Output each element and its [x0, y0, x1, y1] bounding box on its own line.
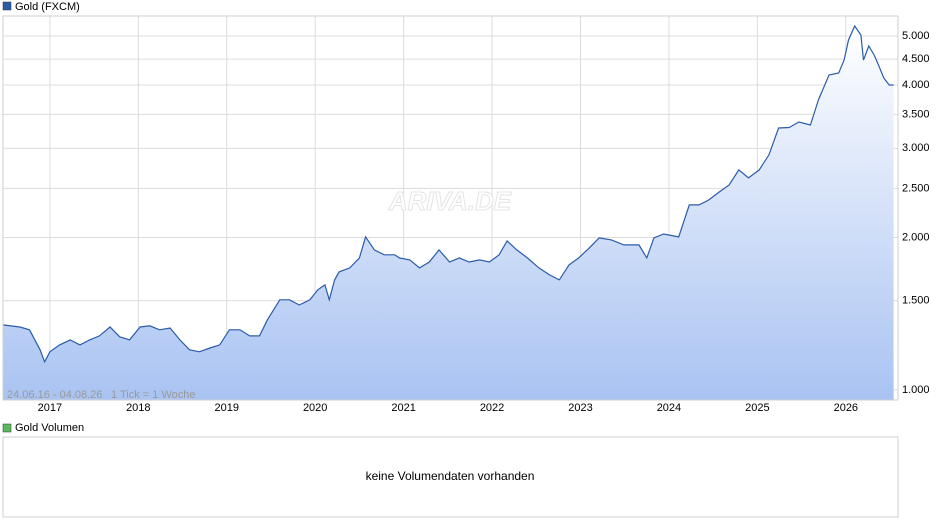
- y-tick-label: 4.500: [902, 53, 930, 65]
- y-tick-label: 3.500: [902, 108, 930, 120]
- y-tick-label: 5.000: [902, 30, 930, 42]
- x-tick-label: 2025: [745, 402, 769, 414]
- y-tick-label: 2.500: [902, 182, 930, 194]
- volume-legend-swatch: [2, 423, 12, 433]
- legend-label: Gold (FXCM): [15, 1, 80, 13]
- plot: [2, 24, 894, 400]
- x-tick-label: 2020: [303, 402, 327, 414]
- volume-legend-label: Gold Volumen: [15, 422, 84, 434]
- x-tick-label: 2021: [391, 402, 415, 414]
- volume-panel: [2, 436, 899, 518]
- x-tick-label: 2019: [215, 402, 239, 414]
- y-tick-label: 4.000: [902, 79, 930, 91]
- plot-border: [2, 15, 899, 401]
- x-tick-label: 2023: [568, 402, 592, 414]
- area-fill: [3, 26, 894, 400]
- x-tick-label: 2026: [834, 402, 858, 414]
- legend-swatch: [2, 1, 12, 11]
- y-tick-label: 1.000: [902, 384, 930, 396]
- watermark: ARIVA.DE: [388, 186, 512, 216]
- range-note: 24.06.16 - 04.08.26: [7, 389, 102, 401]
- x-tick-label: 2024: [657, 402, 681, 414]
- y-tick-label: 1.500: [902, 295, 930, 307]
- y-tick-label: 3.000: [902, 142, 930, 154]
- tick-note: 1 Tick = 1 Woche: [111, 389, 195, 401]
- price-line: [2, 24, 894, 364]
- x-tick-label: 2022: [480, 402, 504, 414]
- x-tick-label: 2018: [126, 402, 150, 414]
- x-tick-label: 2017: [38, 402, 62, 414]
- y-tick-label: 2.000: [902, 231, 930, 243]
- volume-message: keine Volumendaten vorhanden: [366, 469, 535, 483]
